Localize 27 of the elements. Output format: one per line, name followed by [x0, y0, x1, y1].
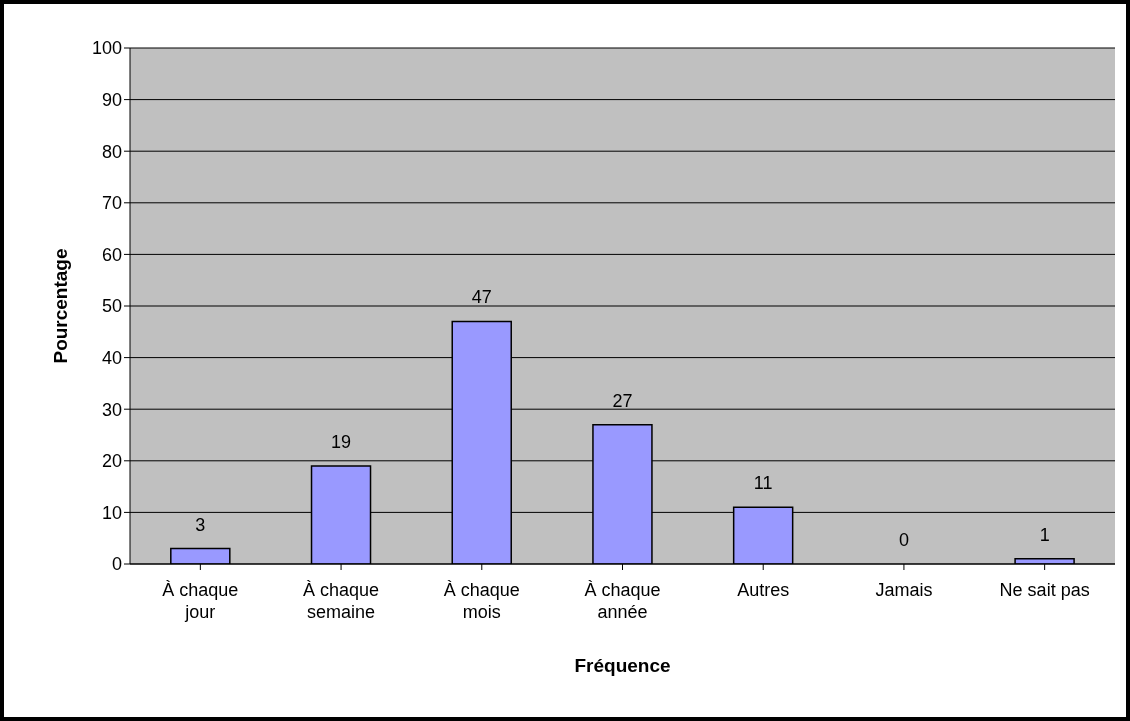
x-tick-label: À chaque année — [584, 580, 661, 622]
data-label: 11 — [753, 473, 773, 494]
data-label: 0 — [898, 530, 909, 550]
y-tick-label: 90 — [101, 89, 122, 110]
data-label: 47 — [471, 287, 492, 308]
y-tick-label: 70 — [101, 193, 122, 214]
y-axis-title: Pourcentage — [49, 248, 71, 364]
data-label: 19 — [331, 431, 352, 452]
y-tick-label: 50 — [101, 296, 122, 317]
x-tick-label: À chaque semaine — [303, 580, 380, 622]
data-label: 1 — [1039, 524, 1050, 545]
y-tick-label: 20 — [101, 451, 122, 472]
y-tick-label: 100 — [91, 38, 122, 59]
data-label: 27 — [612, 390, 633, 411]
x-tick-label: Ne sait pas — [999, 580, 1090, 600]
y-tick-label: 80 — [101, 141, 122, 162]
data-label: 3 — [195, 514, 206, 535]
x-tick-label: Autres — [737, 580, 790, 600]
x-tick-label: À chaque mois — [443, 580, 520, 622]
y-tick-label: 40 — [101, 347, 122, 368]
y-tick-label: 30 — [101, 399, 122, 420]
x-tick-label: À chaque jour — [162, 580, 239, 622]
y-tick-label: 60 — [101, 244, 122, 265]
x-axis-title: Fréquence — [574, 655, 671, 676]
y-tick-label: 0 — [111, 554, 122, 575]
x-tick-label: Jamais — [875, 580, 933, 600]
y-tick-label: 10 — [101, 502, 122, 523]
